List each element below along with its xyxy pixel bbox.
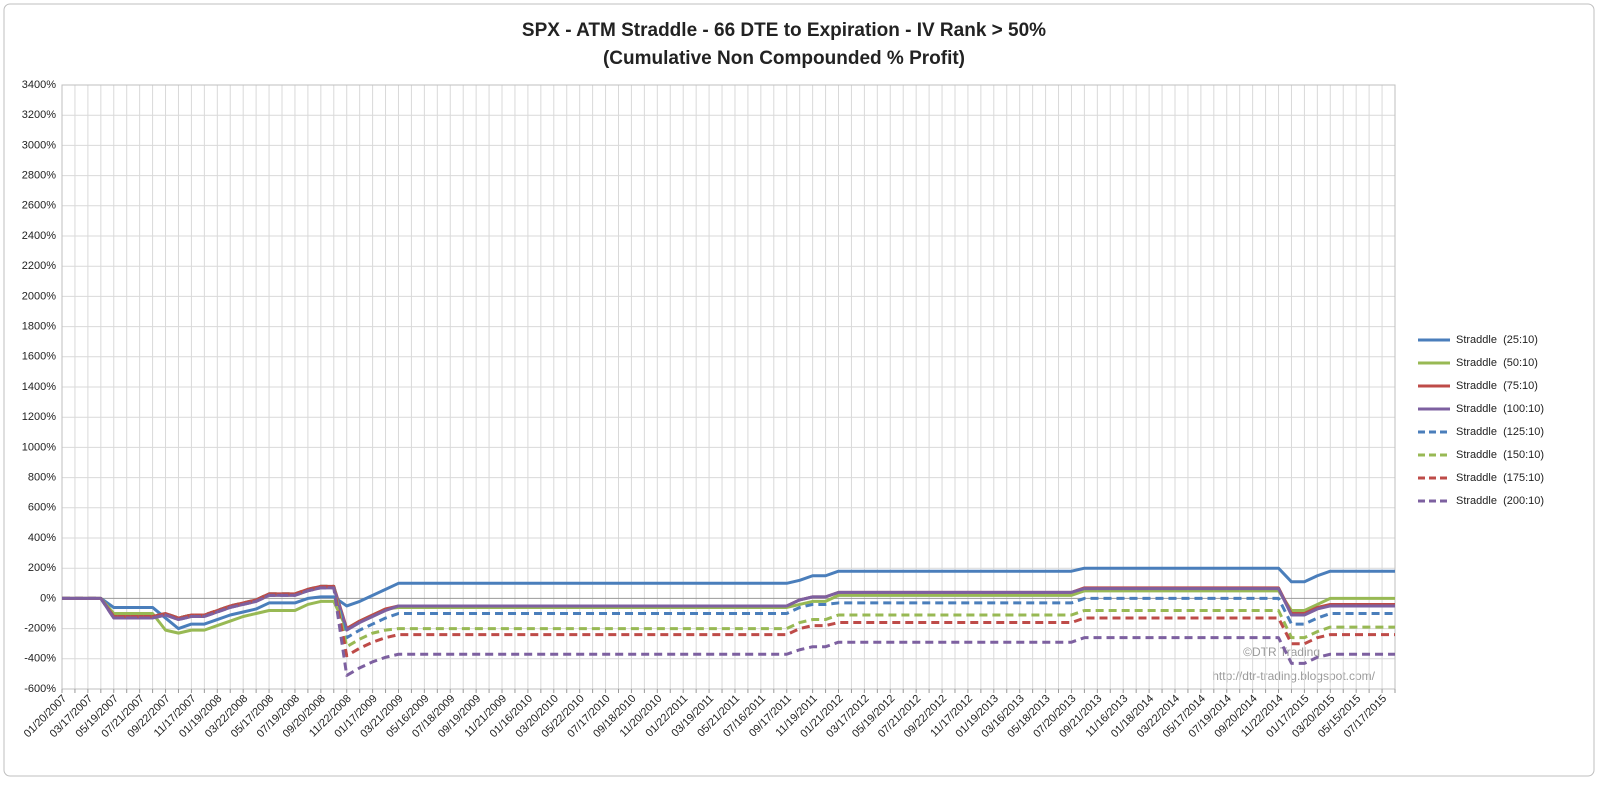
series-line: [62, 589, 1395, 635]
y-tick-label: 1000%: [22, 441, 56, 453]
legend-label: Straddle (125:10): [1456, 426, 1544, 438]
y-tick-label: 3000%: [22, 139, 56, 151]
legend-label: Straddle (75:10): [1456, 380, 1538, 392]
y-tick-label: 2400%: [22, 230, 56, 242]
series-line: [62, 584, 1395, 658]
y-tick-label: 2600%: [22, 200, 56, 212]
y-tick-label: 3400%: [22, 79, 56, 91]
y-tick-label: 2000%: [22, 290, 56, 302]
y-tick-label: 400%: [28, 532, 56, 544]
chart-title: SPX - ATM Straddle - 66 DTE to Expiratio…: [522, 20, 1046, 41]
chart-frame: [3, 3, 1595, 777]
y-tick-label: 1200%: [22, 411, 56, 423]
plot-area: [61, 84, 1396, 690]
y-tick-label: 0%: [40, 592, 56, 604]
series-line: [62, 586, 1395, 677]
legend-label: Straddle (175:10): [1456, 472, 1544, 484]
y-tick-label: 800%: [28, 472, 56, 484]
y-tick-label: 1600%: [22, 351, 56, 363]
y-tick-label: 1800%: [22, 321, 56, 333]
y-tick-label: 1400%: [22, 381, 56, 393]
legend-label: Straddle (50:10): [1456, 357, 1538, 369]
legend-label: Straddle (25:10): [1456, 334, 1538, 346]
legend-label: Straddle (200:10): [1456, 495, 1544, 507]
y-tick-label: 200%: [28, 562, 56, 574]
watermark-url: http://dtr-trading.blogspot.com/: [1212, 669, 1375, 683]
y-tick-label: -400%: [24, 653, 56, 665]
y-tick-label: 600%: [28, 502, 56, 514]
series-line: [62, 566, 1395, 631]
legend-label: Straddle (100:10): [1456, 403, 1544, 415]
y-tick-label: 3200%: [22, 109, 56, 121]
legend-label: Straddle (150:10): [1456, 449, 1544, 461]
y-tick-label: 2800%: [22, 170, 56, 182]
chart-subtitle: (Cumulative Non Compounded % Profit): [603, 48, 965, 69]
y-tick-label: -200%: [24, 623, 56, 635]
y-tick-label: -600%: [24, 683, 56, 695]
watermark: ©DTR Trading: [1243, 645, 1320, 659]
y-tick-label: 2200%: [22, 260, 56, 272]
